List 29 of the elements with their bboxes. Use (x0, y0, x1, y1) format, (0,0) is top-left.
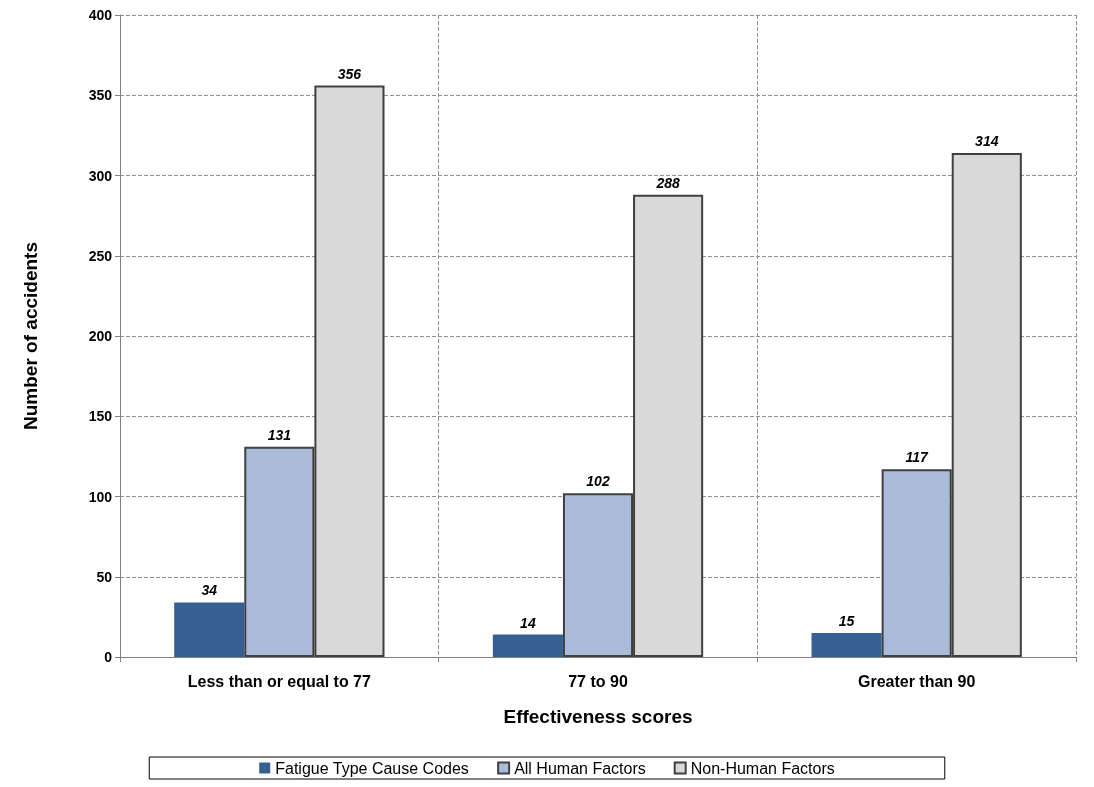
bar (811, 632, 882, 657)
data-label: 117 (905, 449, 930, 466)
x-tick-label: 77 to 90 (568, 672, 628, 690)
x-tick-label: Greater than 90 (857, 672, 976, 690)
y-tick-label: 150 (88, 408, 113, 425)
data-label: 356 (337, 65, 362, 82)
data-label: 14 (520, 614, 536, 631)
x-tick-label: Less than or equal to 77 (187, 672, 372, 690)
bar (492, 634, 563, 657)
data-label: 102 (586, 473, 610, 490)
legend-label: All Human Factors (514, 759, 646, 777)
data-label: 314 (975, 133, 999, 150)
y-tick-label: 100 (88, 488, 113, 505)
y-tick-label: 300 (88, 167, 113, 184)
y-tick-label: 50 (96, 568, 113, 585)
data-label: 15 (838, 612, 855, 629)
legend-label: Fatigue Type Cause Codes (275, 759, 469, 777)
y-tick-label: 350 (88, 87, 113, 104)
legend-label: Non-Human Factors (690, 759, 835, 777)
y-tick-label: 400 (88, 7, 113, 23)
data-label: 288 (655, 174, 680, 191)
y-tick-label: 0 (104, 649, 113, 665)
data-label: 34 (201, 582, 218, 599)
y-axis-title: Number of accidents (20, 242, 41, 430)
y-tick-label: 250 (88, 247, 113, 264)
data-label: 131 (267, 426, 292, 443)
y-tick-label: 200 (88, 328, 113, 344)
bar (174, 602, 245, 657)
x-axis-title: Effectiveness scores (503, 706, 693, 727)
